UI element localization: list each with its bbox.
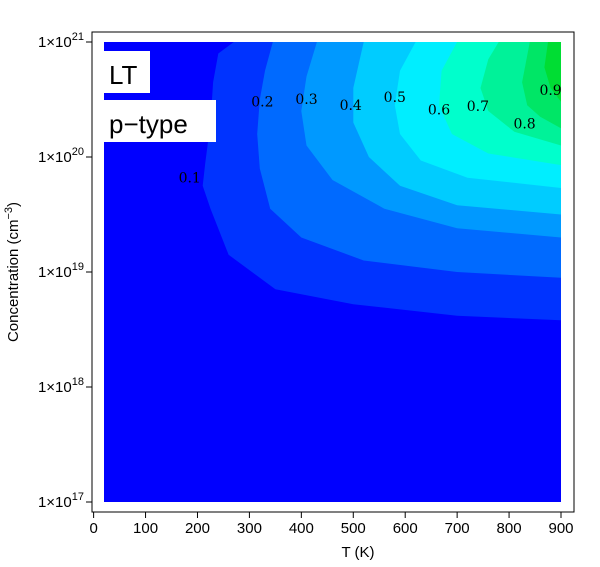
y-tick-label-exponent: 18 <box>72 376 84 388</box>
contour-label-0.8: 0.8 <box>513 116 535 132</box>
annotation-ptype-box <box>104 100 216 142</box>
y-tick-label-exponent: 20 <box>72 146 84 158</box>
annotation-lt-box <box>104 51 150 93</box>
y-axis-title: Concentration (cm−3) <box>3 202 22 342</box>
x-axis: 0 100 200 300 400 500 600 700 800 900 <box>89 512 574 537</box>
x-tick-label-100: 100 <box>133 520 158 537</box>
x-tick-label-900: 900 <box>548 520 573 537</box>
y-tick-label-17: 1×1017 <box>38 491 84 511</box>
y-tick-label-base: 1×10 <box>38 264 72 281</box>
annotations: LT p−type <box>104 51 216 142</box>
y-tick-label-base: 1×10 <box>38 379 72 396</box>
x-tick-label-500: 500 <box>341 520 366 537</box>
y-tick-label-21: 1×1021 <box>38 31 84 51</box>
y-tick-label-18: 1×1018 <box>38 376 84 396</box>
contour-label-0.5: 0.5 <box>384 90 406 106</box>
y-tick-label-base: 1×10 <box>38 149 72 166</box>
contour-region-0.9 <box>544 42 561 102</box>
x-tick-label-400: 400 <box>289 520 314 537</box>
contour-label-0.3: 0.3 <box>295 92 317 108</box>
annotation-lt: LT <box>109 60 138 90</box>
y-tick-label-19: 1×1019 <box>38 261 84 281</box>
x-tick-label-300: 300 <box>237 520 262 537</box>
contour-label-0.1: 0.1 <box>179 170 201 186</box>
x-tick-label-800: 800 <box>497 520 522 537</box>
y-tick-label-exponent: 19 <box>72 261 84 273</box>
contour-labels: 0.1 0.2 0.3 0.4 0.5 0.6 0.7 0.8 0.9 <box>179 83 562 186</box>
y-tick-label-20: 1×1020 <box>38 146 84 166</box>
x-tick-label-0: 0 <box>89 520 97 537</box>
x-axis-title: T (K) <box>341 544 374 561</box>
y-tick-label-exponent: 21 <box>72 31 84 43</box>
y-tick-label-exponent: 17 <box>72 491 84 503</box>
x-tick-label-200: 200 <box>185 520 210 537</box>
x-tick-label-600: 600 <box>393 520 418 537</box>
plot-area <box>104 42 561 502</box>
y-tick-label-base: 1×10 <box>38 494 72 511</box>
y-axis-title-main: Concentration (cm <box>5 219 22 342</box>
annotation-ptype: p−type <box>109 109 188 139</box>
contour-label-0.7: 0.7 <box>467 99 489 115</box>
y-axis-title-exponent: −3 <box>3 207 15 220</box>
contour-label-0.9: 0.9 <box>539 83 561 99</box>
contour-label-0.6: 0.6 <box>428 102 450 118</box>
x-tick-label-700: 700 <box>445 520 470 537</box>
y-axis-title-close: ) <box>5 202 22 207</box>
contour-label-0.4: 0.4 <box>340 98 362 114</box>
y-tick-label-base: 1×10 <box>38 34 72 51</box>
contour-label-0.2: 0.2 <box>251 94 273 110</box>
